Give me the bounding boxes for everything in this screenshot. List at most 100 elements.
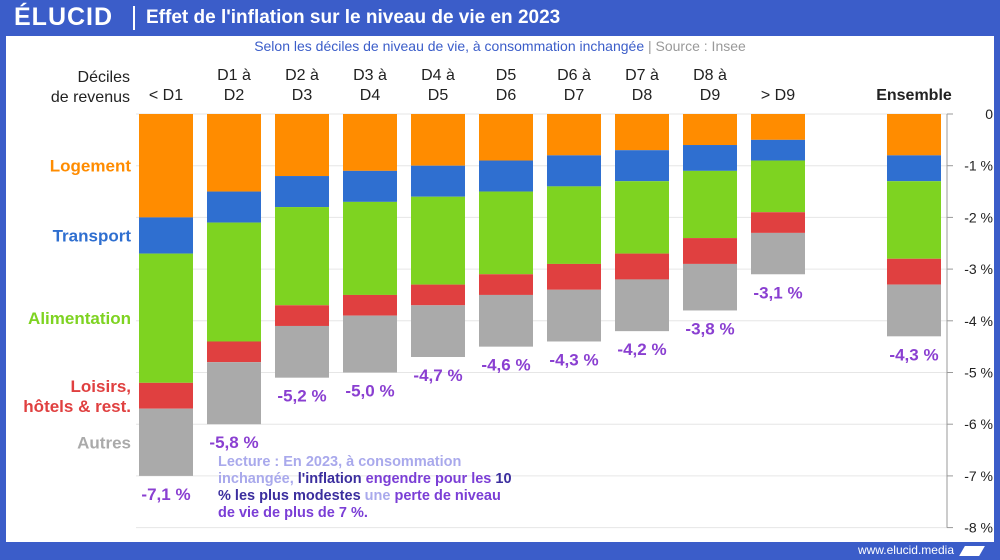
category-label: D4 à: [421, 67, 455, 84]
bar-segment: [751, 139, 805, 161]
total-label: -4,3 %: [889, 345, 938, 364]
bar-segment: [751, 114, 805, 140]
category-label: > D9: [761, 87, 795, 104]
bar-segment: [615, 181, 669, 254]
bar-segment: [411, 114, 465, 166]
bar-segment: [547, 289, 601, 342]
y-tick-label: -1 %: [964, 158, 993, 174]
total-label: -4,6 %: [481, 356, 530, 375]
category-label: < D1: [149, 87, 183, 104]
bar-segment: [275, 114, 329, 177]
lecture-middle: engendre pour les: [361, 471, 496, 487]
bar-segment: [139, 114, 193, 218]
bar-segment: [615, 114, 669, 151]
legend-label: Alimentation: [28, 309, 131, 328]
category-label: D7: [564, 87, 585, 104]
bar-segment: [615, 253, 669, 280]
bar-segment: [547, 263, 601, 290]
y-tick-label: -4 %: [964, 313, 993, 329]
header-bar: ÉLUCID Effet de l'inflation sur le nivea…: [0, 0, 1000, 36]
total-label: -4,3 %: [549, 350, 598, 369]
bar-segment: [479, 160, 533, 192]
total-label: -5,0 %: [345, 382, 394, 401]
bar-segment: [207, 341, 261, 363]
category-label: D8: [632, 87, 653, 104]
total-label: -3,1 %: [753, 283, 802, 302]
bar-segment: [139, 382, 193, 409]
bar-segment: [887, 284, 941, 337]
legend-label: hôtels & rest.: [23, 397, 131, 416]
category-label: D6: [496, 87, 517, 104]
bar-segment: [683, 114, 737, 146]
bar-segment: [275, 176, 329, 208]
subtitle-text: Selon les déciles de niveau de vie, à co…: [254, 38, 645, 54]
y-tick-label: -8 %: [964, 520, 993, 536]
bar-segment: [751, 212, 805, 233]
footer-url[interactable]: www.elucid.media: [857, 543, 954, 557]
legend-label: Autres: [77, 433, 131, 452]
bar-segment: [887, 258, 941, 285]
y-tick-label: -2 %: [964, 209, 993, 225]
total-label: -5,8 %: [209, 433, 258, 452]
y-tick-label: -7 %: [964, 468, 993, 484]
bar-segment: [683, 263, 737, 311]
bar-segment: [887, 155, 941, 182]
lecture-modest: 10 % les plus modestes: [218, 471, 512, 504]
lecture-loss: perte de niveau de vie de plus de 7 %.: [218, 488, 501, 521]
bar-segment: [411, 305, 465, 357]
bar-segment: [139, 217, 193, 254]
lecture-label: Lecture : En 2023, à consommation inchan…: [218, 454, 462, 487]
bar-segment: [207, 362, 261, 425]
total-label: -4,7 %: [413, 366, 462, 385]
category-label: D6 à: [557, 67, 591, 84]
legend-label: Logement: [50, 157, 132, 176]
lecture-inflation: l'inflation: [297, 471, 362, 487]
category-label: D5: [428, 87, 449, 104]
total-label: -4,2 %: [617, 340, 666, 359]
total-label: -5,2 %: [277, 387, 326, 406]
bar-segment: [683, 145, 737, 171]
bar-segment: [887, 181, 941, 259]
bar-segment: [207, 114, 261, 192]
category-label: D2: [224, 87, 245, 104]
category-label: D9: [700, 87, 721, 104]
category-label: Ensemble: [876, 87, 952, 104]
y-tick-label: -6 %: [964, 416, 993, 432]
y-tick-label: -5 %: [964, 365, 993, 381]
bar-segment: [343, 201, 397, 295]
category-label: D8 à: [693, 67, 727, 84]
bar-segment: [343, 294, 397, 316]
bar-segment: [615, 150, 669, 182]
y-tick-label: -3 %: [964, 261, 993, 277]
lecture-note: Lecture : En 2023, à consommation inchan…: [218, 454, 518, 522]
category-label: D4: [360, 87, 381, 104]
category-label: D5: [496, 67, 517, 84]
bar-segment: [207, 191, 261, 223]
total-label: -3,8 %: [685, 319, 734, 338]
bar-segment: [139, 408, 193, 476]
bar-segment: [479, 294, 533, 347]
bar-segment: [615, 279, 669, 332]
chart-title: Effet de l'inflation sur le niveau de vi…: [146, 7, 561, 28]
category-label: D1 à: [217, 67, 251, 84]
bar-segment: [275, 207, 329, 306]
bar-segment: [479, 114, 533, 161]
bar-segment: [343, 315, 397, 373]
bar-segment: [683, 238, 737, 264]
source-text: | Source : Insee: [648, 38, 746, 54]
bar-segment: [275, 305, 329, 326]
bar-segment: [547, 186, 601, 264]
category-label: D3: [292, 87, 313, 104]
header-separator: [133, 6, 135, 30]
legend-label: Transport: [53, 226, 132, 245]
category-label: D7 à: [625, 67, 659, 84]
bar-segment: [751, 232, 805, 275]
y-tick-label: 0: [985, 106, 993, 122]
bar-segment: [343, 114, 397, 171]
lecture-une: une: [360, 488, 395, 504]
category-header-label: Déciles: [78, 69, 130, 86]
total-label: -7,1 %: [141, 485, 190, 504]
bar-segment: [547, 114, 601, 156]
bar-segment: [479, 191, 533, 275]
